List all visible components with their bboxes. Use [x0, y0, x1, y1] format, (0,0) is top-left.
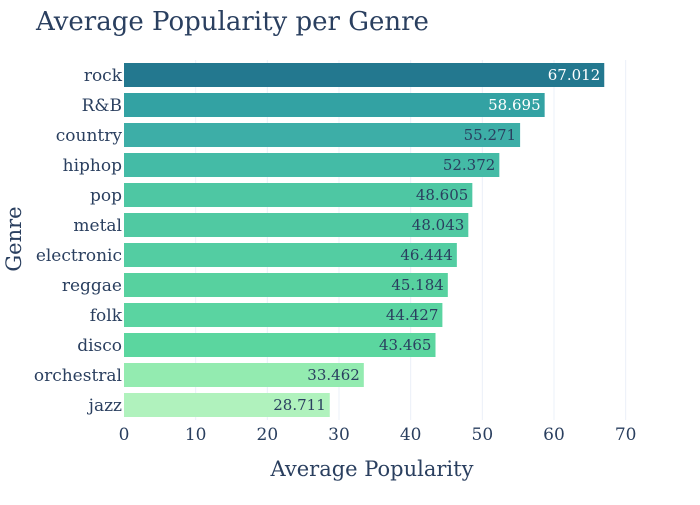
y-axis-title: Genre	[2, 206, 26, 271]
bar	[124, 243, 457, 267]
x-tick-label: 70	[615, 425, 637, 445]
category-label: rock	[84, 66, 123, 86]
bar-value-label: 43.465	[379, 336, 432, 354]
bar	[124, 393, 330, 417]
bar-value-label: 28.711	[273, 396, 326, 414]
bar-value-label: 44.427	[386, 306, 439, 324]
x-axis-title: Average Popularity	[270, 457, 474, 481]
category-label: reggae	[62, 276, 122, 296]
bar-value-label: 55.271	[464, 126, 517, 144]
bar-value-label: 67.012	[548, 66, 601, 84]
x-tick-label: 20	[257, 425, 279, 445]
bar	[124, 213, 469, 237]
bar-value-label: 45.184	[391, 276, 444, 294]
category-label: orchestral	[34, 366, 122, 386]
bar	[124, 273, 448, 297]
x-tick-label: 30	[328, 425, 350, 445]
category-label: folk	[90, 306, 123, 326]
bar-value-label: 52.372	[443, 156, 496, 174]
bar-value-label: 48.043	[412, 216, 465, 234]
x-tick-label: 50	[472, 425, 494, 445]
category-label: disco	[77, 336, 122, 356]
bar-value-label: 46.444	[400, 246, 453, 264]
grid-layer	[195, 60, 627, 420]
category-label: country	[56, 126, 123, 146]
bar	[124, 63, 605, 87]
bar	[124, 153, 500, 177]
x-tick-labels: 0 10 20 30 40 50 60 70	[119, 425, 637, 445]
x-tick-label: 0	[119, 425, 130, 445]
bar	[124, 333, 436, 357]
x-tick-label: 40	[400, 425, 422, 445]
category-label: electronic	[36, 246, 122, 266]
bar	[124, 93, 545, 117]
bar	[124, 183, 473, 207]
bar	[124, 303, 443, 327]
category-label: jazz	[87, 396, 122, 416]
chart-title: Average Popularity per Genre	[35, 7, 429, 37]
category-label: metal	[73, 216, 122, 236]
category-label: pop	[90, 186, 122, 206]
bar	[124, 363, 364, 387]
bar-value-label: 33.462	[307, 366, 360, 384]
bar-value-label: 58.695	[488, 96, 541, 114]
x-tick-label: 10	[185, 425, 207, 445]
x-tick-label: 60	[543, 425, 565, 445]
category-label: hiphop	[63, 156, 122, 176]
bar-layer: 67.012 58.695 55.271 52.372 48.605 48.043 46.4…	[124, 63, 605, 417]
bar-value-label: 48.605	[416, 186, 469, 204]
bar	[124, 123, 521, 147]
category-label: R&B	[82, 96, 122, 116]
category-labels: rock R&B country hiphop pop metal electronic re…	[34, 66, 123, 416]
